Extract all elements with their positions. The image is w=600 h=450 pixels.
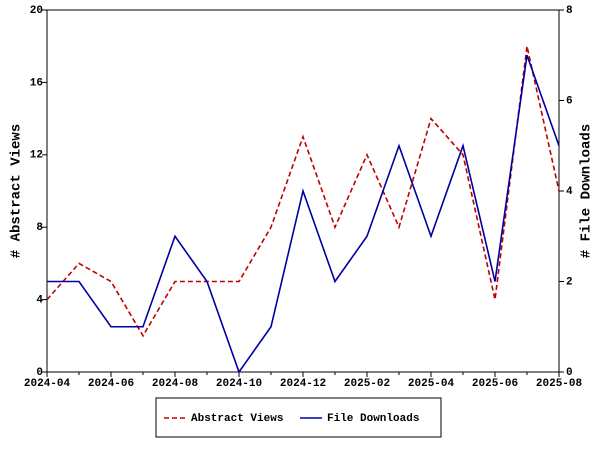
y-tick-label: 16 [30,77,43,89]
y2-tick-label: 0 [566,367,573,379]
y2-tick-label: 8 [566,5,573,17]
x-tick-label: 2024-04 [24,378,71,390]
y-tick-label: 20 [30,5,43,17]
x-tick-label: 2025-02 [344,378,390,390]
y-tick-label: 8 [36,222,43,234]
legend-box [155,397,442,438]
y-tick-label: 12 [30,150,43,162]
legend-label: File Downloads [327,413,419,425]
x-tick-label: 2024-10 [216,378,262,390]
x-tick-label: 2024-12 [280,378,326,390]
legend-label: Abstract Views [191,413,283,425]
x-tick-label: 2024-06 [88,378,134,390]
x-tick-label: 2025-06 [472,378,518,390]
y2-tick-label: 2 [566,276,573,288]
x-tick-label: 2024-08 [152,378,199,390]
y-axis-title: # Abstract Views [9,124,25,258]
y2-tick-label: 6 [566,95,573,107]
series-line [47,54,560,374]
y2-axis-title: # File Downloads [579,124,595,258]
y2-tick-label: 4 [566,186,573,198]
series-line [46,46,560,338]
y-tick-label: 0 [36,367,43,379]
y-tick-label: 4 [36,295,43,307]
x-tick-label: 2025-08 [536,378,583,390]
x-tick-label: 2025-04 [408,378,455,390]
